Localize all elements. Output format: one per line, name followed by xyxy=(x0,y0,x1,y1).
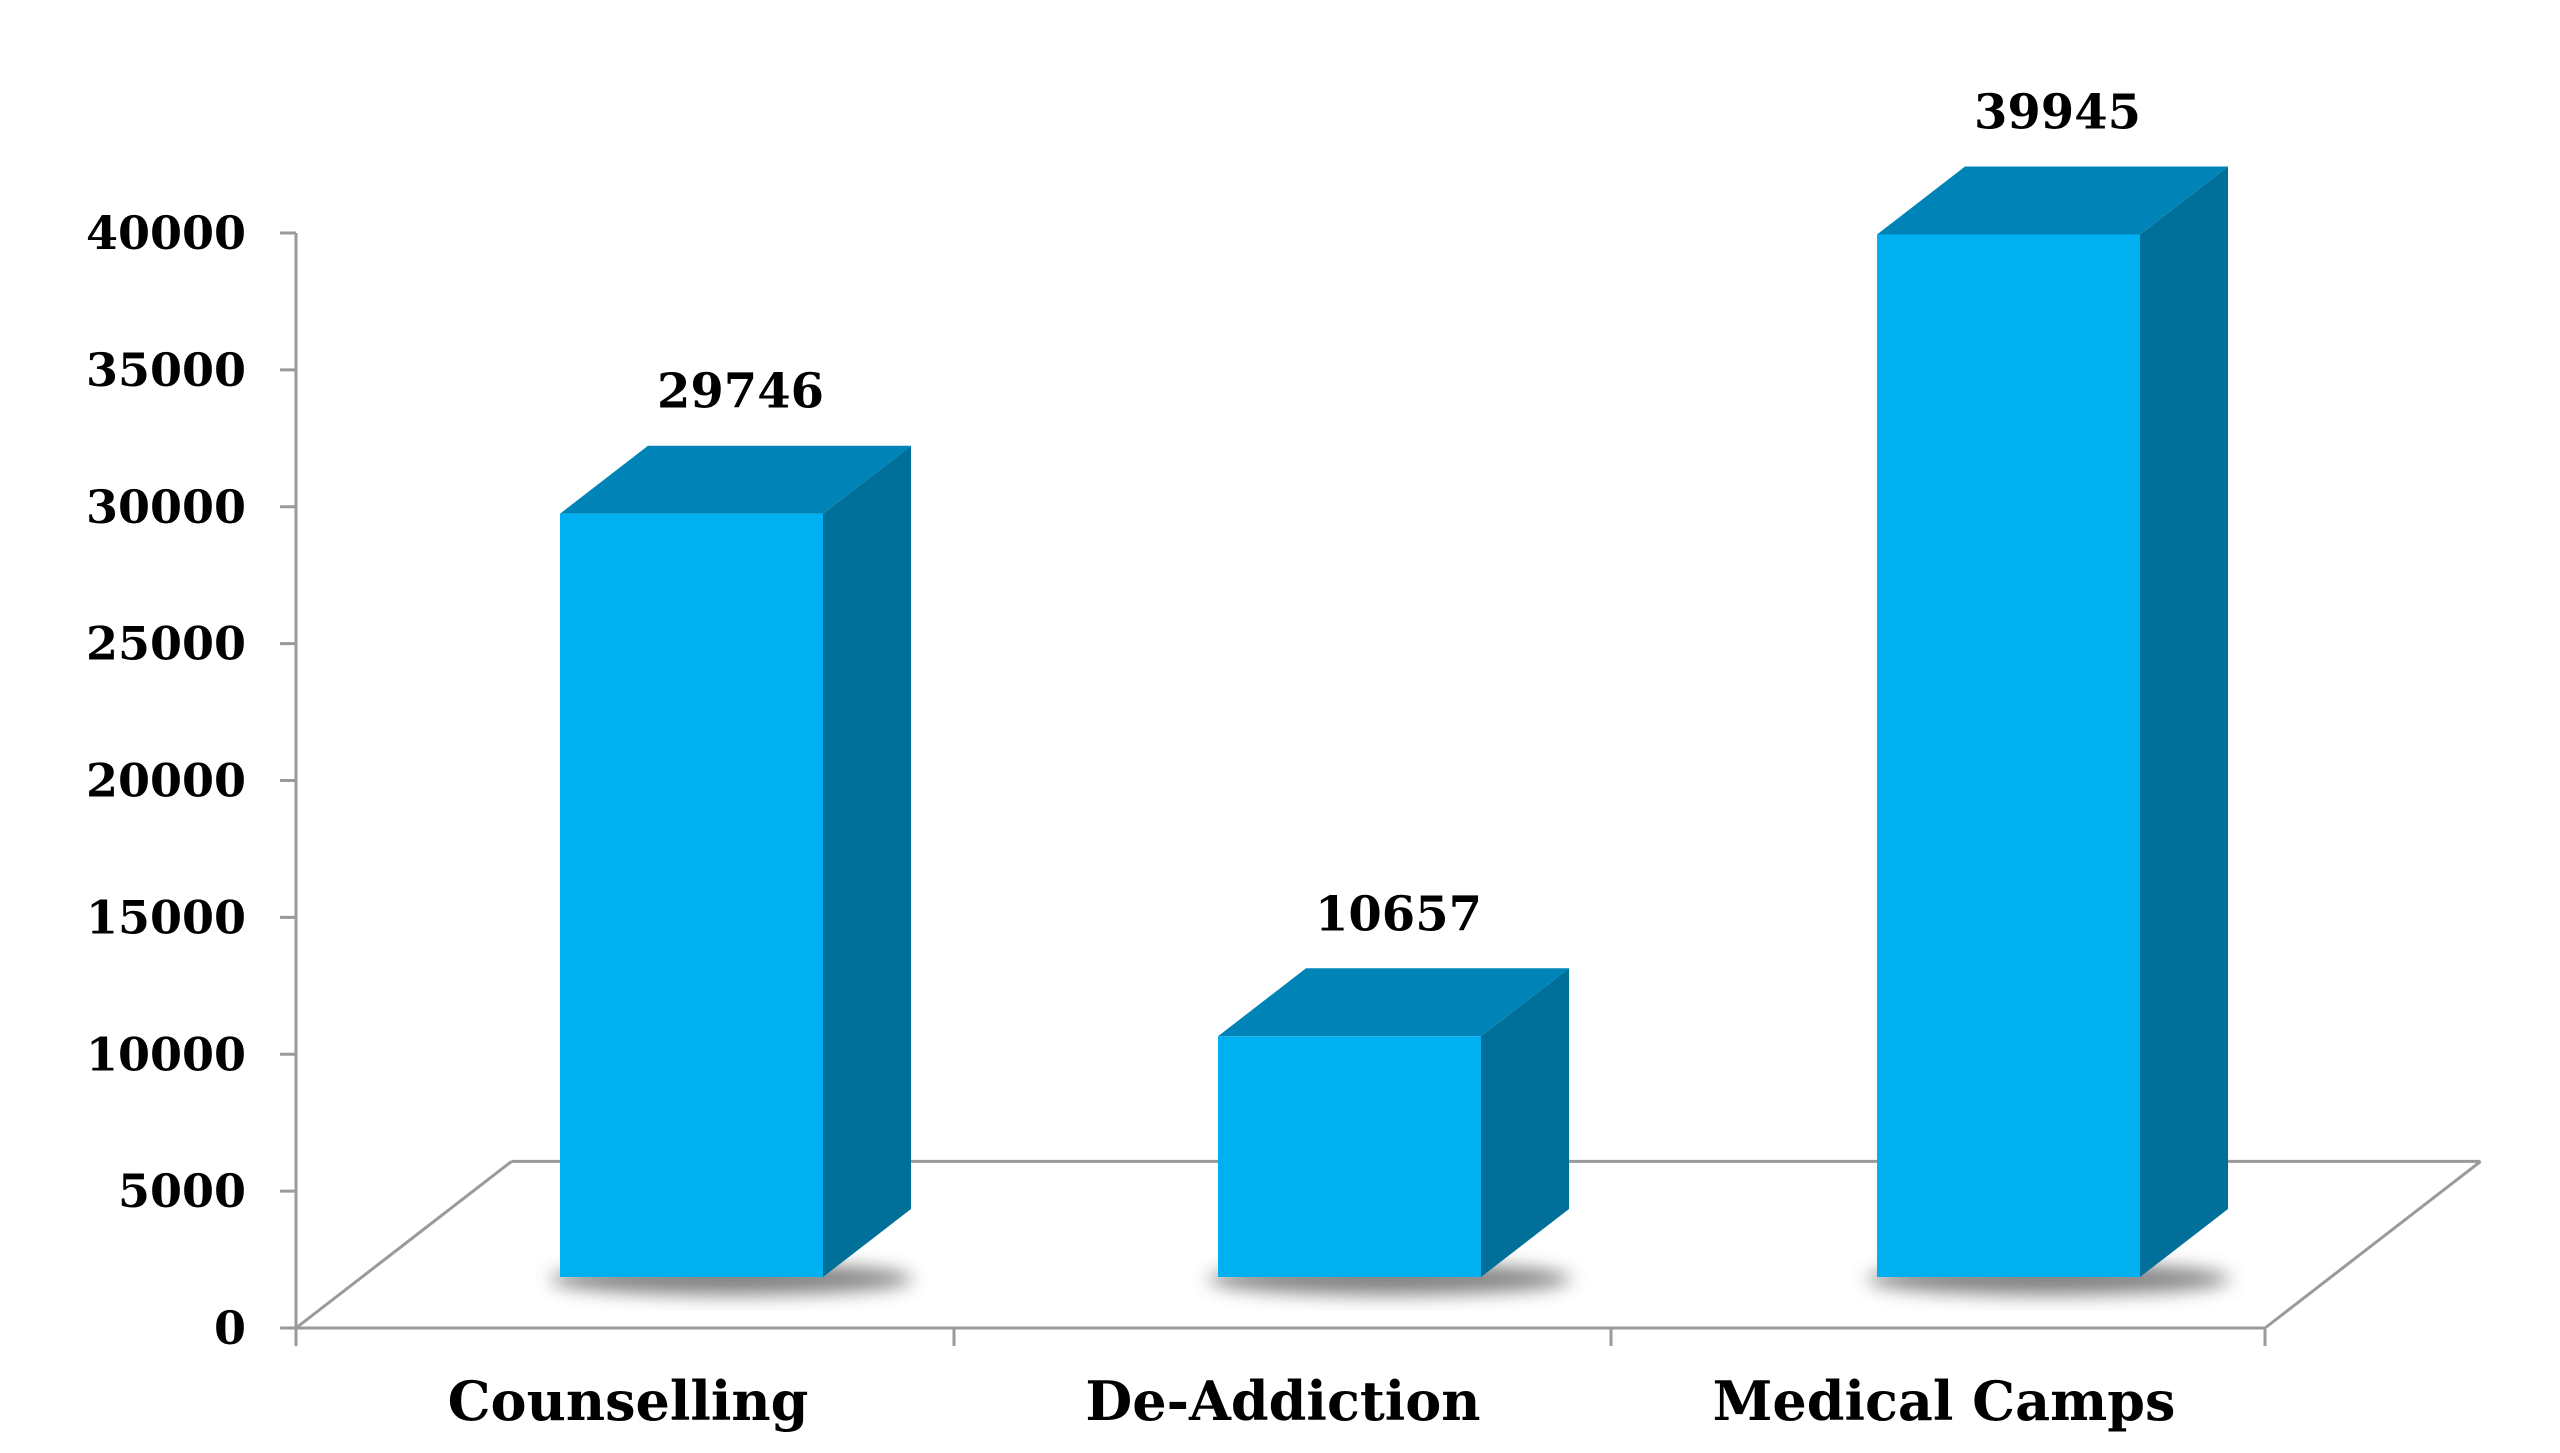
x-tick-label: Medical Camps xyxy=(1713,1369,2176,1433)
floor-left-edge xyxy=(295,1160,513,1330)
bar-side-face xyxy=(2140,166,2228,1278)
bar-front-face xyxy=(1218,1036,1481,1277)
y-tick-label: 0 xyxy=(214,1301,246,1355)
y-axis: 0 5000 10000 15000 20000 25000 30000 35000 40000 xyxy=(86,206,298,1355)
bar-de-addiction xyxy=(1218,968,1569,1277)
y-tick-label: 25000 xyxy=(86,617,246,671)
data-label: 39945 xyxy=(1974,85,2141,141)
bar-top-face xyxy=(1218,968,1569,1037)
bar-side-face xyxy=(823,445,911,1277)
y-tick-label: 35000 xyxy=(86,343,246,397)
y-tick-label: 10000 xyxy=(86,1027,246,1081)
y-tick-label: 15000 xyxy=(86,890,246,944)
bar-top-face xyxy=(1877,166,2228,235)
y-tick-label: 40000 xyxy=(86,206,246,260)
bar-medical-camps xyxy=(1877,166,2228,1278)
bar-top-face xyxy=(560,445,911,514)
bar-front-face xyxy=(1877,234,2140,1278)
y-tick-label: 5000 xyxy=(118,1164,246,1218)
data-label: 10657 xyxy=(1315,886,1482,942)
bars xyxy=(560,166,2228,1278)
x-tick-label: De-Addiction xyxy=(1085,1369,1480,1433)
floor-right-edge xyxy=(2264,1160,2482,1330)
y-tick-label: 20000 xyxy=(86,754,246,808)
bar-side-face xyxy=(1481,968,1569,1277)
labels: 29746 Counselling 10657 De-Addiction 39945 Me… xyxy=(448,85,2176,1433)
data-label: 29746 xyxy=(657,364,824,420)
bar-counselling xyxy=(560,445,911,1277)
y-tick-label: 30000 xyxy=(86,480,246,534)
x-tick-label: Counselling xyxy=(448,1369,809,1433)
bar-front-face xyxy=(560,513,823,1277)
